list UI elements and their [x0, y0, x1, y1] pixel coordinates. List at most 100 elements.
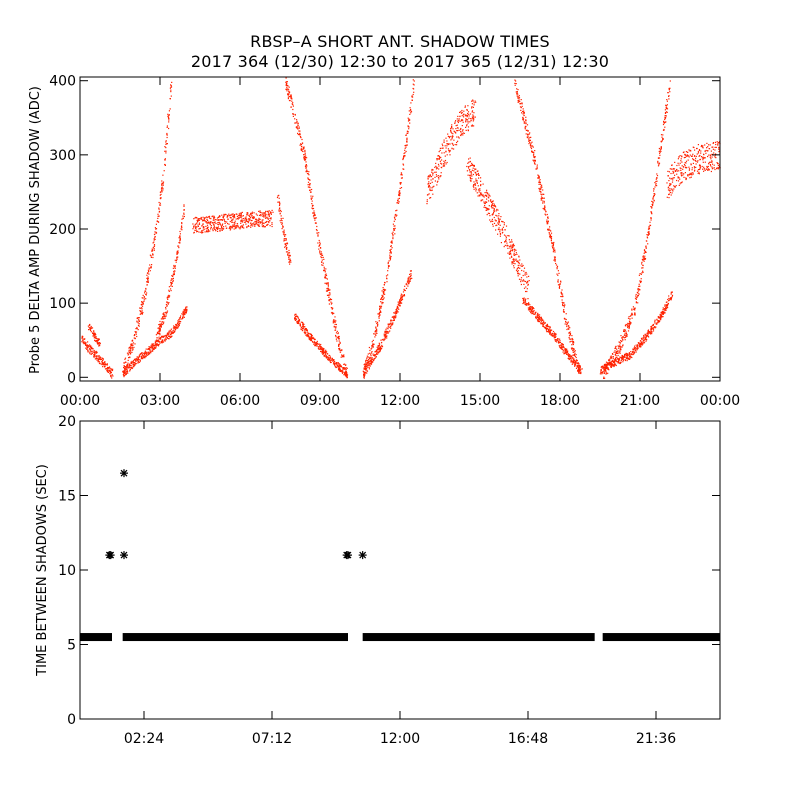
data-point — [339, 341, 341, 343]
data-point — [469, 161, 471, 163]
data-point — [393, 312, 395, 314]
data-point — [249, 222, 252, 224]
data-point — [303, 331, 305, 333]
data-point — [399, 192, 401, 194]
data-point — [236, 223, 239, 225]
data-point — [391, 242, 393, 244]
data-point — [341, 372, 344, 374]
data-point — [129, 370, 131, 372]
data-point — [468, 167, 470, 169]
data-point — [636, 347, 638, 349]
data-point — [557, 270, 559, 272]
data-point — [561, 344, 563, 346]
data-point — [551, 242, 553, 244]
data-point — [183, 310, 185, 312]
data-point — [374, 336, 376, 338]
data-point — [386, 337, 388, 339]
data-point — [131, 343, 133, 345]
data-point — [271, 209, 273, 211]
data-point — [203, 218, 206, 220]
data-point — [89, 327, 91, 330]
data-point — [136, 317, 138, 320]
data-point — [640, 340, 642, 342]
data-point — [476, 181, 478, 183]
data-point — [264, 212, 266, 214]
data-point — [318, 244, 321, 247]
data-point — [643, 337, 645, 339]
data-point — [429, 175, 432, 177]
data-point — [573, 351, 575, 353]
data-point — [470, 118, 472, 120]
data-point — [105, 363, 107, 365]
data-point — [140, 312, 142, 314]
data-point — [376, 328, 378, 330]
data-point — [474, 183, 476, 185]
data-point — [658, 316, 660, 318]
data-point — [372, 361, 374, 363]
data-point — [406, 139, 408, 141]
data-point — [648, 331, 650, 333]
data-point — [240, 222, 242, 224]
data-point — [393, 316, 395, 318]
data-point — [309, 184, 311, 186]
data-point — [334, 366, 336, 368]
data-point — [319, 241, 321, 243]
data-point — [285, 251, 288, 253]
data-point — [332, 312, 334, 314]
data-point — [174, 327, 176, 330]
data-point — [495, 206, 497, 208]
data-point — [288, 96, 290, 98]
data-point — [517, 267, 519, 269]
data-point — [528, 140, 530, 142]
data-point — [370, 353, 372, 355]
data-point — [144, 351, 146, 353]
data-point — [618, 347, 620, 349]
top-data-points — [81, 77, 721, 379]
data-point — [303, 158, 305, 160]
data-point — [650, 331, 652, 333]
data-point — [285, 238, 287, 240]
data-point — [128, 364, 130, 366]
data-point — [531, 310, 533, 312]
data-point — [320, 351, 322, 353]
data-point — [378, 349, 380, 351]
data-point — [310, 195, 312, 197]
data-point — [206, 222, 208, 224]
data-point — [256, 224, 259, 226]
data-point — [213, 218, 215, 220]
data-point — [471, 100, 473, 102]
data-point — [485, 209, 488, 211]
data-point — [410, 273, 412, 275]
data-point — [341, 354, 343, 356]
data-point — [371, 357, 373, 359]
data-point — [486, 189, 488, 191]
data-point — [619, 356, 621, 358]
data-point — [550, 232, 553, 234]
data-point — [202, 216, 204, 218]
data-point — [182, 312, 184, 314]
data-point — [82, 341, 84, 343]
data-point — [150, 256, 152, 258]
data-point — [238, 215, 240, 217]
data-point — [528, 143, 530, 145]
data-point — [150, 346, 152, 348]
data-point — [536, 167, 538, 169]
data-point — [367, 361, 369, 363]
data-point — [174, 330, 176, 332]
data-point — [610, 363, 612, 365]
data-point — [198, 219, 200, 221]
data-point — [571, 335, 573, 337]
data-point — [89, 349, 91, 351]
data-point — [165, 140, 167, 142]
data-point — [245, 216, 247, 218]
data-point — [389, 258, 392, 260]
data-point — [167, 303, 169, 305]
data-point — [332, 307, 334, 309]
data-point — [298, 134, 301, 136]
data-point — [203, 226, 205, 228]
data-point — [288, 94, 290, 96]
data-point — [612, 361, 615, 363]
data-point — [363, 377, 365, 379]
data-point — [658, 320, 660, 322]
data-point — [107, 367, 109, 369]
